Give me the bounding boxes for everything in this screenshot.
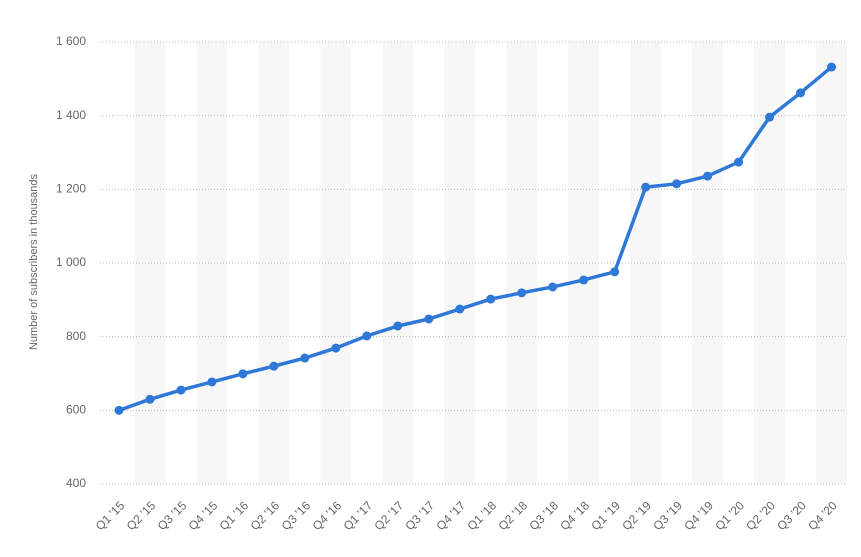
x-tick-label: Q2 '18 (495, 498, 530, 533)
point (362, 331, 372, 341)
x-tick-label: Q2 '17 (372, 498, 407, 533)
y-tick-label: 1 400 (56, 108, 86, 122)
y-tick-label: 1 600 (56, 34, 86, 48)
point (176, 385, 186, 395)
x-tick-label: Q1 '16 (217, 498, 252, 533)
band (258, 42, 290, 484)
x-tick-label: Q3 '17 (403, 498, 438, 533)
point (114, 405, 124, 415)
x-tick-label: Q1 '19 (588, 498, 623, 533)
point (238, 369, 248, 379)
x-tick-label: Q1 '17 (341, 498, 376, 533)
x-tick-label: Q3 '15 (155, 498, 190, 533)
band (444, 42, 476, 484)
point (207, 377, 217, 387)
x-tick-label: Q2 '20 (743, 498, 778, 533)
x-tick-label: Q2 '15 (124, 498, 159, 533)
x-tick-label: Q3 '19 (650, 498, 685, 533)
point (548, 282, 558, 292)
x-tick-label: Q2 '19 (619, 498, 654, 533)
point (517, 288, 527, 298)
point (424, 314, 434, 324)
y-tick-label: 1 200 (56, 182, 86, 196)
point (610, 267, 620, 277)
point (672, 179, 682, 189)
point (486, 294, 496, 304)
point (703, 171, 713, 181)
x-tick-label: Q3 '16 (279, 498, 314, 533)
point (796, 88, 806, 98)
x-tick-label: Q3 '20 (774, 498, 809, 533)
y-tick-label: 800 (66, 329, 86, 343)
point (145, 394, 155, 404)
y-tick-label: 1 000 (56, 255, 86, 269)
x-tick-label: Q4 '16 (310, 498, 345, 533)
point (734, 157, 744, 167)
point (765, 112, 775, 122)
point (641, 182, 651, 192)
point (269, 361, 279, 371)
x-tick-label: Q1 '18 (464, 498, 499, 533)
x-tick-label: Q1 '20 (712, 498, 747, 533)
point (455, 304, 465, 314)
x-tick-label: Q4 '17 (433, 498, 468, 533)
x-tick-label: Q3 '18 (526, 498, 561, 533)
x-tick-label: Q4 '18 (557, 498, 592, 533)
x-tick-label: Q4 '20 (805, 498, 840, 533)
y-tick-label: 600 (66, 403, 86, 417)
y-tick-label: 400 (66, 476, 86, 490)
point (331, 343, 341, 353)
point (393, 321, 403, 331)
x-tick-label: Q2 '16 (248, 498, 283, 533)
x-tick-label: Q4 '19 (681, 498, 716, 533)
y-axis-label: Number of subscribers in thousands (28, 173, 40, 350)
point (579, 275, 589, 285)
x-tick-label: Q4 '15 (186, 498, 221, 533)
line (118, 65, 833, 412)
point (300, 353, 310, 363)
x-tick-label: Q1 '15 (93, 498, 128, 533)
point (827, 62, 837, 72)
